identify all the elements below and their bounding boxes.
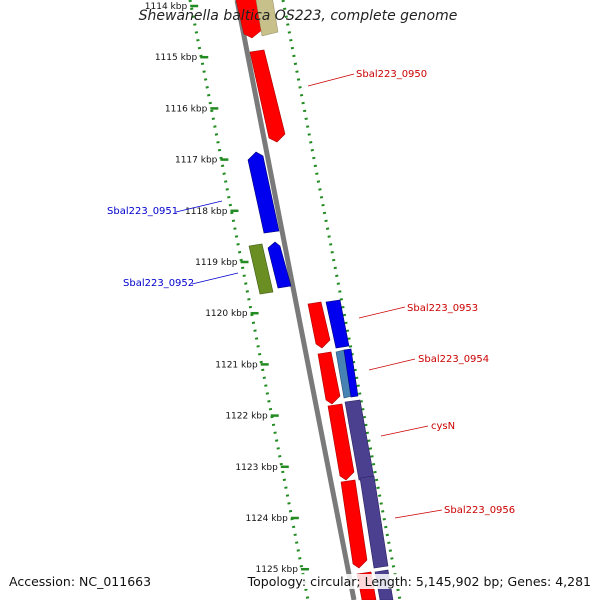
gene-label-sbal223-0951[interactable]: Sbal223_0951	[107, 206, 178, 217]
gene-arrow-sbal223-0954-blue[interactable]	[343, 348, 359, 398]
gene-label-sbal223-0956[interactable]: Sbal223_0956	[444, 505, 515, 516]
kbp-tick-label: 1124 kbp	[245, 514, 288, 524]
gene-arrow-partial-top-tan[interactable]	[255, 0, 279, 37]
gene-arrow-sbal223-0953-blue[interactable]	[325, 299, 350, 349]
gene-label-sbal223-0953[interactable]: Sbal223_0953	[407, 303, 478, 314]
left-tick-rail	[188, 0, 310, 600]
gene-label-sbal223-0950[interactable]: Sbal223_0950	[356, 69, 427, 80]
gene-arrow-sbal223-0953-red[interactable]	[307, 301, 331, 349]
genome-title: Shewanella baltica OS223, complete genom…	[138, 8, 458, 24]
tick-rails	[188, 0, 402, 600]
kbp-tick-label: 1116 kbp	[165, 104, 208, 114]
gene-arrow-sbal223-0954-red[interactable]	[317, 351, 341, 405]
kbp-tick-label: 1123 kbp	[235, 463, 278, 473]
kbp-tick-label: 1122 kbp	[225, 412, 268, 422]
gene-features[interactable]	[235, 0, 394, 600]
gene-label-leaders	[175, 73, 443, 519]
gene-arrow-sbal223-0952[interactable]	[267, 241, 292, 289]
gene-arrow-sbal223-0956-red[interactable]	[340, 479, 368, 569]
genome-backbone	[234, 0, 357, 600]
kbp-tick-label: 1119 kbp	[195, 258, 238, 268]
gene-arrow-sbal223-0951[interactable]	[247, 151, 280, 234]
kbp-tick-label: 1115 kbp	[155, 53, 198, 63]
gene-arrow-sbal223-0956-purple[interactable]	[359, 475, 389, 569]
kbp-tick-label: 1121 kbp	[215, 360, 258, 370]
gene-arrow-olive[interactable]	[248, 243, 274, 295]
gene-arrow-partial-top-red[interactable]	[235, 0, 263, 39]
right-tick-rail	[281, 0, 402, 600]
kbp-tick-label: 1114 kbp	[145, 2, 188, 12]
accession-label: Accession: NC_011663	[9, 574, 152, 589]
kbp-tick-label: 1117 kbp	[175, 156, 218, 166]
kbp-ticks: 1114 kbp 1115 kbp 1116 kbp 1117 kbp 1118 kbp…	[145, 2, 309, 575]
gene-label-cysn[interactable]: cysN	[431, 421, 455, 432]
gene-label-sbal223-0954[interactable]: Sbal223_0954	[418, 354, 489, 365]
gene-arrow-cysn-red[interactable]	[327, 403, 355, 481]
gene-label-sbal223-0952[interactable]: Sbal223_0952	[123, 278, 194, 289]
gene-arrow-sbal223-0950[interactable]	[249, 49, 286, 143]
gene-labels[interactable]: Sbal223_0950 Sbal223_0951 Sbal223_0952 S…	[107, 69, 515, 516]
kbp-tick-label: 1118 kbp	[185, 207, 228, 217]
kbp-tick-label: 1125 kbp	[256, 565, 299, 575]
genome-summary: Topology: circular; Length: 5,145,902 bp…	[247, 574, 591, 589]
kbp-tick-label: 1120 kbp	[205, 309, 248, 319]
